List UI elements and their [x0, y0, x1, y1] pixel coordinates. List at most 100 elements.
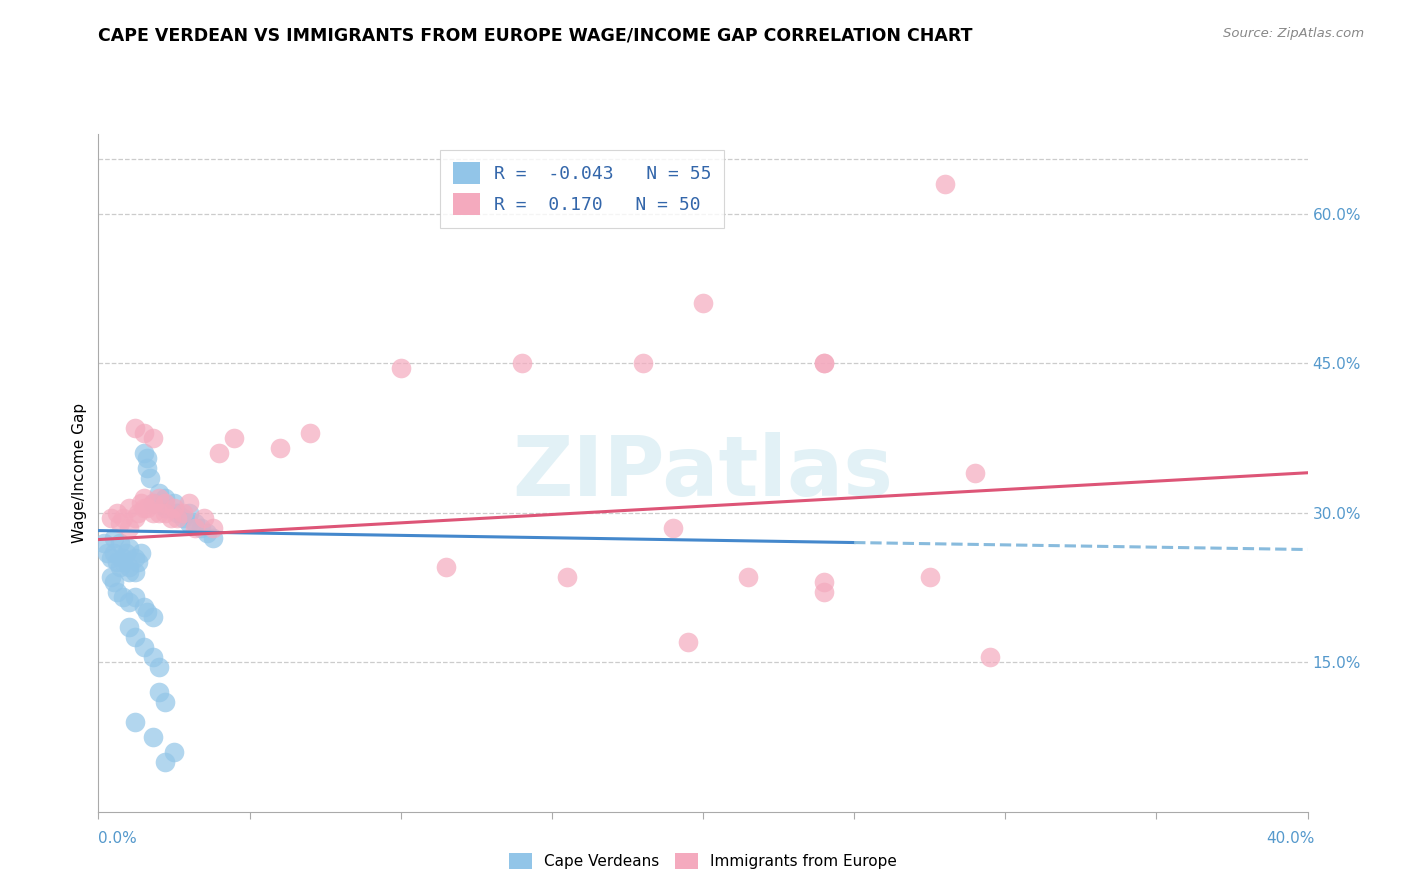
Point [127, 556, 149, 570]
Point [132, 446, 155, 460]
Point [153, 491, 176, 505]
Point [142, 496, 165, 510]
Point [224, 431, 246, 445]
Point [737, 570, 759, 584]
Point [103, 531, 125, 545]
Point [129, 496, 152, 510]
Text: CAPE VERDEAN VS IMMIGRANTS FROM EUROPE WAGE/INCOME GAP CORRELATION CHART: CAPE VERDEAN VS IMMIGRANTS FROM EUROPE W… [98, 27, 973, 45]
Point [202, 531, 225, 545]
Point [692, 296, 714, 310]
Point [127, 506, 149, 520]
Point [132, 640, 155, 655]
Point [153, 496, 176, 510]
Point [918, 570, 941, 584]
Point [139, 471, 162, 485]
Point [163, 496, 186, 510]
Point [103, 545, 125, 559]
Point [96, 545, 118, 559]
Legend: R =  -0.043   N = 55, R =  0.170   N = 50: R = -0.043 N = 55, R = 0.170 N = 50 [440, 150, 724, 228]
Point [103, 575, 125, 590]
Point [631, 356, 654, 370]
Point [208, 446, 231, 460]
Point [124, 714, 146, 729]
Point [299, 425, 322, 440]
Point [172, 510, 194, 524]
Point [172, 506, 194, 520]
Point [179, 496, 201, 510]
Point [135, 460, 157, 475]
Point [124, 566, 146, 580]
Point [111, 591, 134, 605]
Point [676, 635, 699, 649]
Y-axis label: Wage/Income Gap: Wage/Income Gap [72, 402, 87, 543]
Point [202, 520, 225, 534]
Point [184, 520, 207, 534]
Point [105, 585, 128, 599]
Point [124, 591, 146, 605]
Text: Source: ZipAtlas.com: Source: ZipAtlas.com [1223, 27, 1364, 40]
Text: 40.0%: 40.0% [1267, 831, 1315, 846]
Point [135, 500, 157, 515]
Point [662, 520, 685, 534]
Point [118, 520, 141, 534]
Point [153, 695, 176, 709]
Point [166, 510, 188, 524]
Point [135, 605, 157, 619]
Point [148, 506, 170, 520]
Point [965, 466, 987, 480]
Point [118, 595, 141, 609]
Point [100, 550, 122, 565]
Point [105, 506, 128, 520]
Point [148, 491, 170, 505]
Point [132, 600, 155, 615]
Text: 0.0%: 0.0% [98, 831, 138, 846]
Text: ZIPatlas: ZIPatlas [513, 433, 893, 513]
Point [124, 421, 146, 435]
Point [934, 177, 956, 191]
Point [142, 730, 165, 744]
Point [118, 541, 141, 555]
Point [813, 356, 835, 370]
Point [142, 650, 165, 665]
Point [132, 500, 155, 515]
Point [153, 500, 176, 515]
Point [118, 560, 141, 574]
Point [163, 500, 186, 515]
Point [193, 510, 215, 524]
Point [979, 650, 1001, 665]
Point [124, 550, 146, 565]
Point [142, 431, 165, 445]
Point [118, 566, 141, 580]
Point [190, 520, 212, 534]
Point [269, 441, 291, 455]
Point [148, 485, 170, 500]
Point [114, 545, 136, 559]
Point [160, 510, 183, 524]
Point [813, 575, 835, 590]
Point [179, 506, 201, 520]
Point [135, 450, 157, 465]
Point [142, 506, 165, 520]
Point [118, 500, 141, 515]
Point [434, 560, 457, 574]
Point [132, 425, 155, 440]
Point [124, 630, 146, 644]
Point [153, 506, 176, 520]
Point [93, 535, 115, 549]
Point [813, 356, 835, 370]
Point [105, 556, 128, 570]
Point [118, 620, 141, 634]
Point [184, 516, 207, 530]
Point [108, 535, 131, 549]
Point [108, 560, 131, 574]
Point [111, 510, 134, 524]
Point [132, 491, 155, 505]
Point [108, 516, 131, 530]
Point [129, 545, 152, 559]
Point [153, 755, 176, 769]
Point [179, 516, 201, 530]
Point [510, 356, 533, 370]
Point [111, 556, 134, 570]
Point [148, 685, 170, 699]
Point [389, 361, 412, 376]
